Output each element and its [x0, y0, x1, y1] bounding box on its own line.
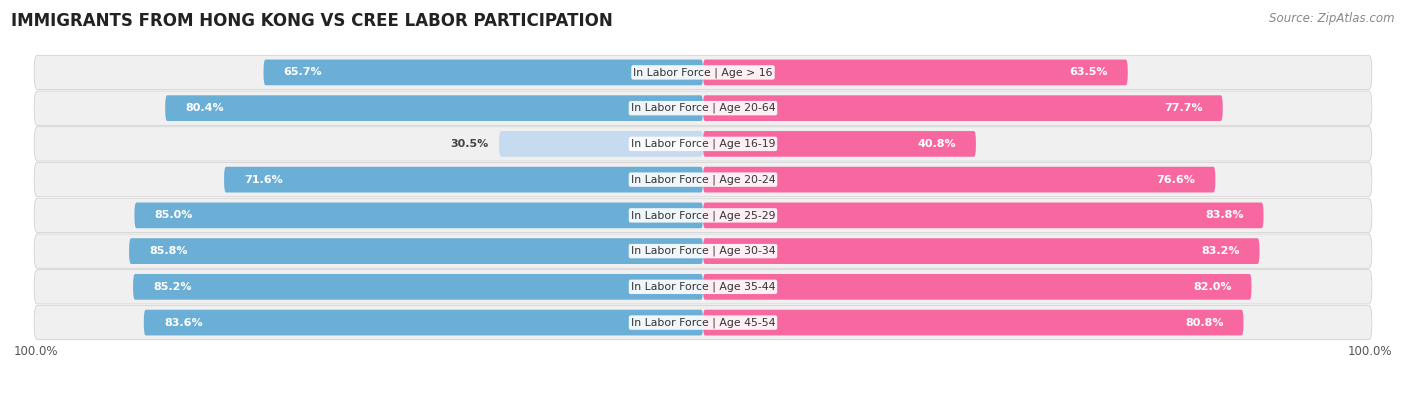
FancyBboxPatch shape [703, 310, 1243, 335]
Text: In Labor Force | Age 16-19: In Labor Force | Age 16-19 [631, 139, 775, 149]
Text: 82.0%: 82.0% [1192, 282, 1232, 292]
Text: 85.0%: 85.0% [155, 211, 193, 220]
Text: In Labor Force | Age 25-29: In Labor Force | Age 25-29 [631, 210, 775, 221]
FancyBboxPatch shape [703, 203, 1264, 228]
Text: 40.8%: 40.8% [917, 139, 956, 149]
Text: In Labor Force | Age > 16: In Labor Force | Age > 16 [633, 67, 773, 78]
Text: 83.6%: 83.6% [165, 318, 202, 327]
FancyBboxPatch shape [34, 55, 1372, 90]
Text: In Labor Force | Age 30-34: In Labor Force | Age 30-34 [631, 246, 775, 256]
Text: 80.4%: 80.4% [186, 103, 224, 113]
Text: 77.7%: 77.7% [1164, 103, 1202, 113]
FancyBboxPatch shape [34, 198, 1372, 233]
FancyBboxPatch shape [166, 95, 703, 121]
FancyBboxPatch shape [263, 60, 703, 85]
Text: 100.0%: 100.0% [1347, 345, 1392, 358]
FancyBboxPatch shape [134, 274, 703, 300]
Text: 85.2%: 85.2% [153, 282, 191, 292]
Text: 76.6%: 76.6% [1156, 175, 1195, 184]
FancyBboxPatch shape [34, 234, 1372, 268]
FancyBboxPatch shape [703, 95, 1223, 121]
FancyBboxPatch shape [34, 91, 1372, 125]
FancyBboxPatch shape [224, 167, 703, 192]
FancyBboxPatch shape [129, 238, 703, 264]
Text: 83.2%: 83.2% [1201, 246, 1240, 256]
FancyBboxPatch shape [34, 162, 1372, 197]
FancyBboxPatch shape [703, 274, 1251, 300]
Text: In Labor Force | Age 35-44: In Labor Force | Age 35-44 [631, 282, 775, 292]
FancyBboxPatch shape [34, 305, 1372, 340]
Text: 30.5%: 30.5% [451, 139, 489, 149]
FancyBboxPatch shape [135, 203, 703, 228]
FancyBboxPatch shape [499, 131, 703, 157]
FancyBboxPatch shape [34, 127, 1372, 161]
Text: 65.7%: 65.7% [284, 68, 322, 77]
FancyBboxPatch shape [703, 131, 976, 157]
FancyBboxPatch shape [703, 238, 1260, 264]
FancyBboxPatch shape [34, 270, 1372, 304]
Text: In Labor Force | Age 20-24: In Labor Force | Age 20-24 [631, 174, 775, 185]
FancyBboxPatch shape [143, 310, 703, 335]
FancyBboxPatch shape [703, 167, 1215, 192]
Text: 100.0%: 100.0% [14, 345, 59, 358]
Text: IMMIGRANTS FROM HONG KONG VS CREE LABOR PARTICIPATION: IMMIGRANTS FROM HONG KONG VS CREE LABOR … [11, 12, 613, 30]
Text: In Labor Force | Age 45-54: In Labor Force | Age 45-54 [631, 317, 775, 328]
Text: 63.5%: 63.5% [1069, 68, 1108, 77]
FancyBboxPatch shape [703, 60, 1128, 85]
Text: 83.8%: 83.8% [1205, 211, 1243, 220]
Text: 80.8%: 80.8% [1185, 318, 1223, 327]
Text: 85.8%: 85.8% [149, 246, 187, 256]
Text: In Labor Force | Age 20-64: In Labor Force | Age 20-64 [631, 103, 775, 113]
Text: Source: ZipAtlas.com: Source: ZipAtlas.com [1270, 12, 1395, 25]
Text: 71.6%: 71.6% [245, 175, 283, 184]
